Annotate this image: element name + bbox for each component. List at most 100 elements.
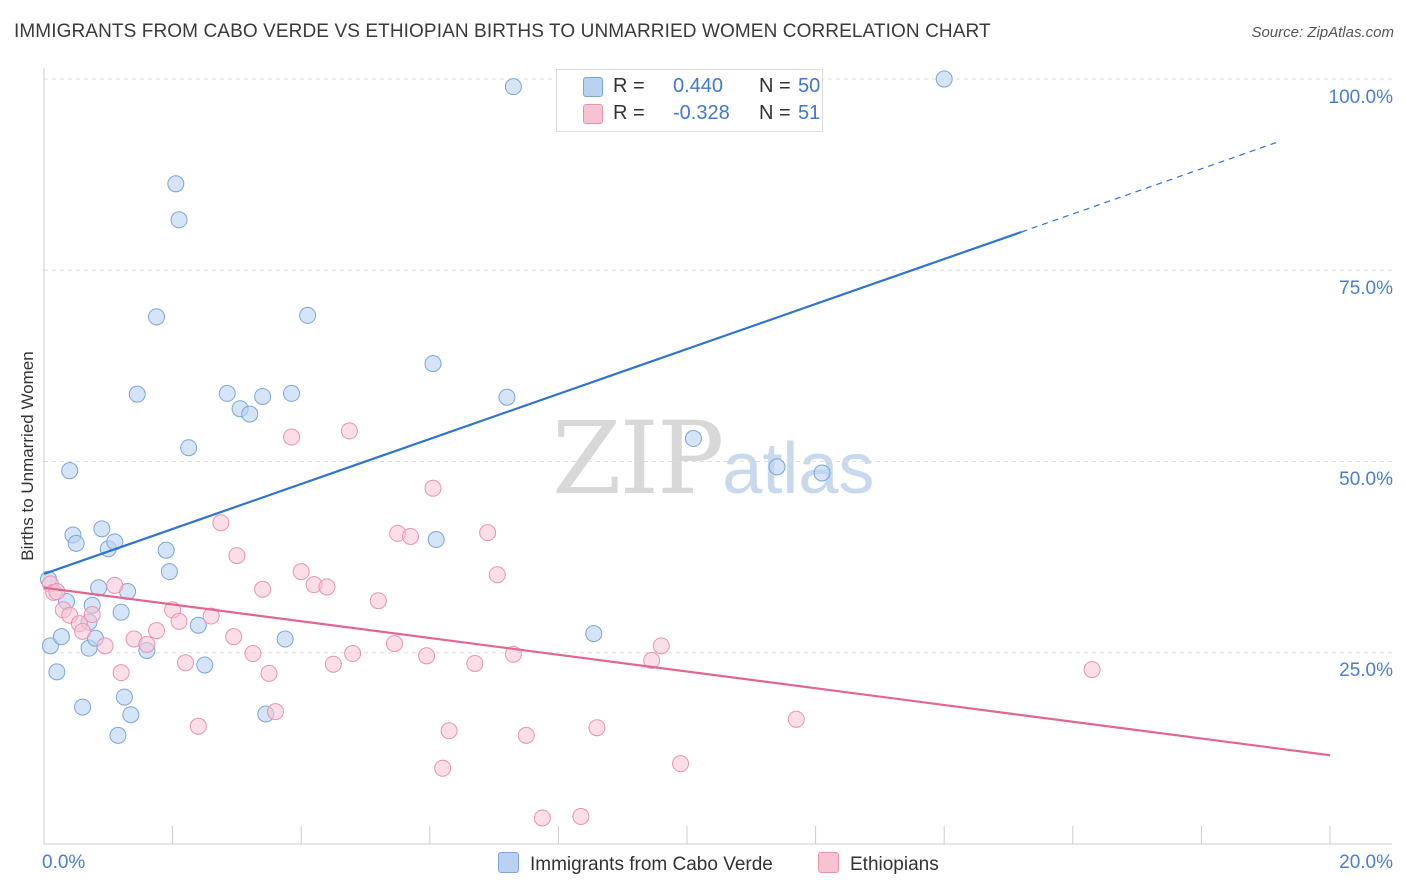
data-point-ethiopians (369, 592, 387, 610)
data-point-cabo-verde (189, 616, 207, 634)
legend-r-value: -0.328 (673, 102, 730, 124)
data-point-cabo-verde (427, 531, 445, 549)
data-point-cabo-verde (768, 458, 786, 476)
data-point-cabo-verde (424, 355, 442, 373)
legend-n-label: N = (759, 102, 791, 124)
data-point-cabo-verde (283, 384, 301, 402)
data-point-cabo-verde (52, 628, 70, 646)
data-point-cabo-verde (585, 625, 603, 643)
y-tick-label: 75.0% (1339, 278, 1393, 299)
data-point-ethiopians (652, 637, 670, 655)
data-point-ethiopians (344, 645, 362, 663)
data-point-cabo-verde (61, 462, 79, 480)
data-point-cabo-verde (128, 385, 146, 403)
data-point-ethiopians (228, 547, 246, 565)
data-point-ethiopians (1083, 661, 1101, 679)
legend-n-value: 50 (798, 75, 821, 97)
data-point-ethiopians (260, 664, 278, 682)
data-point-ethiopians (424, 479, 442, 497)
legend-swatch-blue (583, 77, 603, 97)
data-point-ethiopians (479, 524, 497, 542)
bottom-legend-label: Ethiopians (850, 854, 939, 875)
data-point-cabo-verde (74, 698, 92, 716)
data-point-ethiopians (588, 719, 606, 737)
data-point-ethiopians (170, 612, 188, 630)
data-point-ethiopians (418, 647, 436, 665)
data-point-ethiopians (517, 726, 535, 744)
data-point-cabo-verde (276, 630, 294, 648)
y-tick-label: 100.0% (1328, 87, 1393, 108)
legend-r-label: R = (613, 102, 645, 124)
watermark: ZIPatlas (552, 400, 874, 517)
data-point-cabo-verde (167, 175, 185, 193)
data-point-ethiopians (572, 807, 590, 825)
data-point-ethiopians (138, 635, 156, 653)
trend-line-cabo-verde-extension (1021, 141, 1279, 233)
watermark-zip: ZIP (552, 400, 724, 517)
data-point-ethiopians (385, 635, 403, 653)
data-point-cabo-verde (67, 534, 85, 552)
data-point-cabo-verde (180, 439, 198, 457)
data-point-cabo-verde (170, 211, 188, 229)
data-point-ethiopians (466, 654, 484, 672)
data-point-cabo-verde (813, 464, 831, 482)
data-point-ethiopians (112, 664, 130, 682)
correlation-legend: R = 0.440 N = 50 R = -0.328 N = 51 (556, 69, 823, 132)
data-point-cabo-verde (93, 520, 111, 538)
trend-line-cabo-verde (43, 230, 1022, 575)
x-tick-label: 0.0% (42, 852, 86, 873)
data-point-ethiopians (148, 622, 166, 640)
data-point-cabo-verde (196, 656, 214, 674)
data-point-ethiopians (643, 651, 661, 669)
bottom-legend-swatch-pink (818, 852, 839, 873)
data-point-ethiopians (292, 563, 310, 581)
data-point-ethiopians (434, 759, 452, 777)
data-point-cabo-verde (109, 726, 127, 744)
data-point-ethiopians (83, 606, 101, 623)
bottom-legend-ethiopians: Ethiopians (818, 852, 939, 876)
data-point-ethiopians (96, 637, 114, 655)
data-point-ethiopians (324, 655, 342, 673)
data-point-ethiopians (318, 578, 336, 596)
source-credit: Source: ZipAtlas.com (1251, 24, 1394, 41)
data-point-ethiopians (202, 607, 220, 625)
data-point-cabo-verde (299, 306, 317, 324)
data-point-cabo-verde (48, 663, 66, 681)
bottom-legend-swatch-blue (498, 852, 519, 873)
data-point-cabo-verde (148, 308, 166, 326)
data-point-ethiopians (106, 576, 124, 594)
legend-n-label: N = (759, 75, 791, 97)
data-point-cabo-verde (157, 541, 175, 559)
data-point-cabo-verde (218, 384, 236, 402)
data-point-ethiopians (244, 645, 262, 663)
bottom-legend-cabo-verde: Immigrants from Cabo Verde (498, 852, 773, 876)
x-tick-label: 20.0% (1339, 852, 1393, 873)
y-axis-label: Births to Unmarried Women (18, 351, 37, 561)
data-point-ethiopians (254, 580, 272, 598)
data-point-ethiopians (533, 809, 551, 827)
legend-n-value: 51 (798, 102, 821, 124)
data-point-ethiopians (266, 703, 284, 721)
data-point-ethiopians (212, 514, 230, 532)
data-point-cabo-verde (684, 430, 702, 448)
bottom-legend-label: Immigrants from Cabo Verde (530, 854, 773, 875)
data-point-cabo-verde (122, 706, 140, 724)
data-point-ethiopians (787, 710, 805, 728)
data-point-cabo-verde (498, 388, 516, 406)
data-point-ethiopians (488, 566, 506, 584)
watermark-atlas: atlas (722, 429, 875, 509)
data-point-ethiopians (283, 428, 301, 446)
y-tick-label: 50.0% (1339, 469, 1393, 490)
data-point-cabo-verde (160, 563, 178, 581)
trend-line-ethiopians (43, 586, 1331, 757)
data-point-ethiopians (189, 717, 207, 735)
data-point-cabo-verde (115, 688, 133, 706)
data-point-cabo-verde (241, 405, 259, 423)
legend-r-value: 0.440 (673, 75, 724, 97)
data-point-ethiopians (48, 583, 66, 601)
legend-r-label: R = (613, 75, 645, 97)
data-point-ethiopians (74, 622, 92, 640)
data-point-ethiopians (440, 722, 458, 740)
data-point-cabo-verde (41, 637, 59, 655)
